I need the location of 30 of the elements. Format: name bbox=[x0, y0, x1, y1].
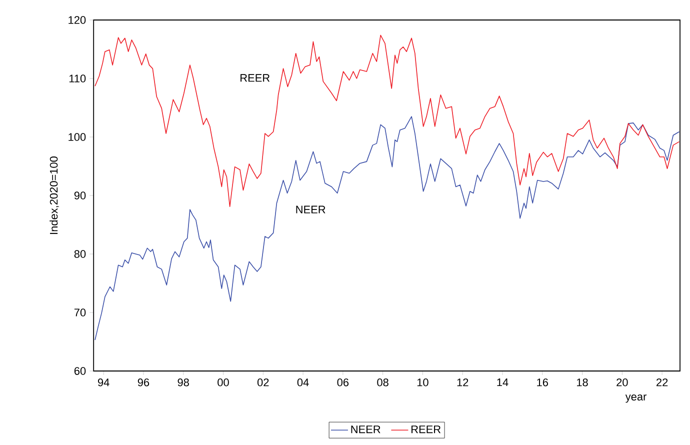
y-tick-label: 120 bbox=[68, 16, 86, 24]
annotation: REER bbox=[240, 74, 270, 82]
y-tick-label: 60 bbox=[74, 367, 86, 375]
y-tick-label: 80 bbox=[74, 250, 86, 258]
annotation: NEER bbox=[296, 206, 326, 214]
x-tick-label: 98 bbox=[178, 378, 189, 386]
y-tick-label: 110 bbox=[69, 74, 86, 82]
legend-label: REER bbox=[412, 426, 441, 434]
y-tick-label: 90 bbox=[74, 192, 86, 200]
x-tick-label: 16 bbox=[537, 378, 548, 386]
x-tick-label: 18 bbox=[577, 378, 588, 386]
y-axis-title: Index,2020=100 bbox=[50, 156, 59, 234]
x-axis-title: year bbox=[625, 394, 647, 403]
x-tick-label: 94 bbox=[98, 378, 110, 386]
x-tick-label: 00 bbox=[218, 378, 229, 386]
y-tick-label: 70 bbox=[74, 308, 86, 316]
x-tick-label: 20 bbox=[616, 378, 628, 386]
x-tick-label: 96 bbox=[138, 378, 150, 386]
x-tick-label: 12 bbox=[457, 378, 468, 386]
x-tick-label: 22 bbox=[656, 378, 668, 386]
x-tick-label: 02 bbox=[257, 378, 269, 386]
line-series bbox=[94, 116, 680, 340]
legend-label: NEER bbox=[351, 426, 380, 434]
x-tick-label: 06 bbox=[337, 378, 349, 386]
x-tick-label: 14 bbox=[497, 378, 508, 386]
line-series bbox=[94, 34, 680, 208]
y-tick-label: 100 bbox=[68, 133, 86, 141]
x-tick-label: 08 bbox=[377, 378, 388, 386]
x-tick-label: 10 bbox=[417, 378, 428, 386]
x-tick-label: 04 bbox=[297, 378, 309, 386]
